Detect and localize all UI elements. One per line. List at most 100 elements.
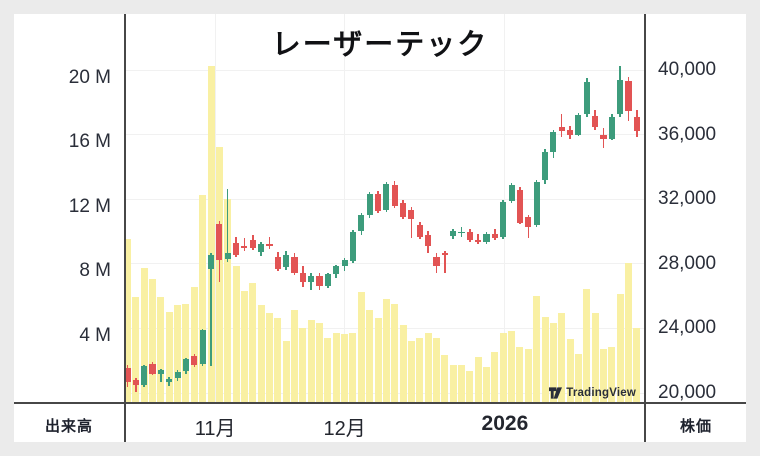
candle-body	[466, 232, 473, 240]
volume-bar	[174, 305, 182, 403]
price-tick-label: 20,000	[658, 382, 717, 403]
volume-tick-label: 16 M	[68, 131, 111, 153]
candle-body	[283, 254, 290, 268]
candle-body	[258, 243, 265, 252]
volume-bar	[382, 298, 390, 403]
volume-bar	[357, 292, 365, 403]
volume-bar	[524, 348, 532, 403]
volume-bar	[157, 297, 165, 403]
volume-bar	[182, 303, 190, 403]
tradingview-watermark-text: TradingView	[566, 387, 636, 399]
volume-bar	[533, 295, 541, 403]
candle-wick	[310, 272, 312, 291]
volume-bar	[240, 290, 248, 403]
candle-body	[241, 246, 248, 248]
candle-body	[266, 243, 273, 247]
volume-bar	[207, 66, 215, 403]
volume-bar	[374, 318, 382, 403]
volume-bar	[140, 268, 148, 403]
candle-body	[191, 355, 198, 365]
candle-body	[249, 240, 256, 249]
candle-wick	[410, 207, 413, 238]
candle-body	[324, 274, 331, 287]
volume-bar	[625, 263, 632, 403]
chart-title: レーザーテック	[271, 29, 489, 61]
candle-body	[558, 126, 565, 131]
candle-body	[316, 275, 323, 287]
volume-bar	[466, 371, 474, 403]
volume-bar	[474, 356, 482, 403]
candle-body	[450, 230, 457, 236]
candle-body	[216, 224, 223, 260]
volume-tick-label: 12 M	[68, 195, 111, 217]
candle-body	[550, 132, 557, 152]
candle-body	[433, 257, 440, 267]
candle-body	[199, 330, 206, 364]
chart-card: レーザーテック 40,000 36,000 32,000 28,000 24,000 20…	[14, 14, 746, 442]
candle-wick	[135, 377, 137, 393]
volume-bar	[332, 332, 340, 403]
candle-body	[592, 116, 599, 127]
plot-area[interactable]: 40,000 36,000 32,000 28,000 24,000 20,000 20 M…	[14, 14, 746, 442]
x-tick-label: 11月	[194, 418, 236, 440]
volume-bar	[190, 287, 198, 403]
volume-bar	[541, 316, 549, 403]
candle-body	[500, 201, 507, 238]
volume-bar	[366, 310, 374, 403]
volume-bar	[583, 289, 591, 403]
volume-bar	[199, 195, 207, 403]
candle-body	[182, 359, 190, 372]
candle-body	[617, 80, 624, 114]
volume-bar	[424, 332, 432, 403]
volume-bar	[574, 353, 582, 403]
price-tick-label: 40,000	[658, 59, 717, 80]
volume-bar	[416, 337, 424, 403]
volume-bar	[499, 332, 507, 403]
price-axis-label: 株価	[679, 418, 712, 435]
volume-bar	[316, 322, 324, 403]
x-tick-label: 2026	[481, 412, 529, 435]
candle-body	[483, 233, 490, 242]
candle-wick	[210, 253, 212, 367]
candle-body	[541, 151, 549, 180]
volume-bar	[399, 324, 407, 403]
volume-bar	[549, 322, 557, 403]
candle-body	[141, 365, 148, 385]
price-gridline	[125, 263, 645, 265]
candle-body	[166, 378, 173, 382]
price-gridline	[125, 134, 645, 136]
candle-wick	[226, 188, 229, 263]
candle-body	[366, 193, 373, 216]
candle-body	[566, 129, 574, 136]
volume-bar	[149, 279, 157, 403]
candle-wick	[243, 237, 246, 251]
candle-body	[358, 215, 365, 232]
volume-bar	[274, 318, 282, 403]
volume-bar	[608, 347, 616, 403]
volume-bar	[432, 337, 440, 403]
volume-bar	[282, 340, 290, 403]
volume-tick-label: 8 M	[79, 260, 111, 282]
candle-body	[516, 189, 524, 223]
candle-body	[391, 184, 398, 207]
volume-bar	[299, 327, 307, 403]
candle-body	[349, 231, 357, 261]
tradingview-logo-icon	[549, 387, 563, 399]
volume-bar	[249, 282, 257, 403]
candle-body	[232, 242, 240, 255]
candle-body	[525, 216, 532, 227]
candle-body	[458, 231, 465, 234]
candle-wick	[527, 215, 530, 238]
month-gridline	[344, 14, 346, 403]
candle-body	[374, 193, 382, 212]
volume-bar	[132, 297, 140, 403]
candle-body	[583, 82, 590, 114]
volume-bar	[441, 355, 449, 403]
candle-body	[274, 256, 281, 269]
candle-body	[174, 372, 181, 379]
month-gridline	[214, 14, 216, 403]
candle-body	[157, 370, 164, 374]
volume-tick-label: 4 M	[79, 324, 111, 346]
price-gridline	[125, 69, 645, 71]
price-tick-label: 36,000	[658, 123, 717, 145]
